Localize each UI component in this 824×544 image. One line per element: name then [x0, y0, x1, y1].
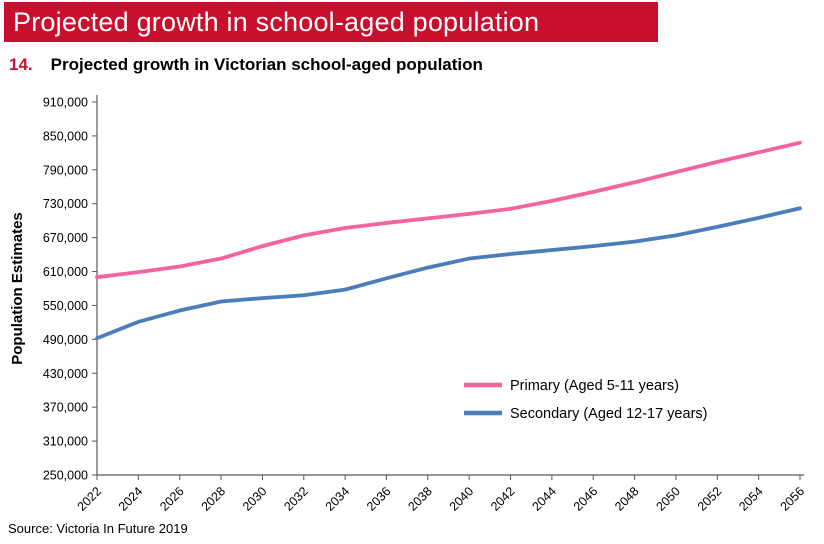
y-tick-label: 370,000 — [43, 401, 88, 415]
x-tick-label: 2040 — [447, 484, 477, 514]
y-tick-label: 610,000 — [43, 265, 88, 279]
x-tick-label: 2046 — [571, 484, 601, 514]
y-tick-label: 250,000 — [43, 469, 88, 483]
page-title-bar: Projected growth in school-aged populati… — [4, 2, 658, 42]
figure-number: 14. — [9, 55, 33, 74]
figure-caption: 14. Projected growth in Victorian school-… — [9, 55, 483, 75]
x-tick-label: 2048 — [612, 484, 642, 514]
series-line — [95, 206, 802, 341]
source-note: Source: Victoria In Future 2019 — [8, 521, 188, 536]
x-tick-label: 2036 — [364, 484, 394, 514]
x-tick-label: 2056 — [778, 484, 808, 514]
y-tick-label: 730,000 — [43, 197, 88, 211]
series-line — [95, 140, 802, 280]
x-tick-label: 2044 — [529, 484, 559, 514]
chart: 250,000 310,000 370,000 430,000 490,000 550,0… — [8, 88, 816, 522]
x-tick-label: 2024 — [116, 484, 146, 514]
y-tick-label: 490,000 — [43, 333, 88, 347]
x-tick-label: 2038 — [405, 484, 435, 514]
x-tick-label: 2052 — [695, 484, 725, 514]
y-axis-title: Population Estimates — [9, 212, 26, 365]
x-tick-label: 2042 — [488, 484, 518, 514]
legend-label: Primary (Aged 5-11 years) — [510, 378, 679, 394]
x-tick-label: 2054 — [736, 484, 766, 514]
page-title: Projected growth in school-aged populati… — [13, 6, 540, 37]
y-tick-label: 670,000 — [43, 231, 88, 245]
x-tick-label: 2028 — [199, 484, 229, 514]
line-chart: 250,000 310,000 370,000 430,000 490,000 550,0… — [9, 95, 808, 514]
x-tick-label: 2034 — [323, 484, 353, 514]
legend-label: Secondary (Aged 12-17 years) — [510, 406, 707, 422]
y-tick-label: 790,000 — [43, 163, 88, 177]
x-tick-label: 2030 — [240, 484, 270, 514]
x-tick-label: 2032 — [281, 484, 311, 514]
figure-title: Projected growth in Victorian school-age… — [50, 55, 483, 74]
y-tick-label: 550,000 — [43, 299, 88, 313]
y-tick-label: 430,000 — [43, 367, 88, 381]
y-tick-label: 850,000 — [43, 129, 88, 143]
y-tick-label: 910,000 — [43, 96, 88, 110]
x-tick-label: 2022 — [75, 484, 105, 514]
x-tick-label: 2026 — [157, 484, 187, 514]
y-tick-label: 310,000 — [43, 435, 88, 449]
x-tick-label: 2050 — [653, 484, 683, 514]
